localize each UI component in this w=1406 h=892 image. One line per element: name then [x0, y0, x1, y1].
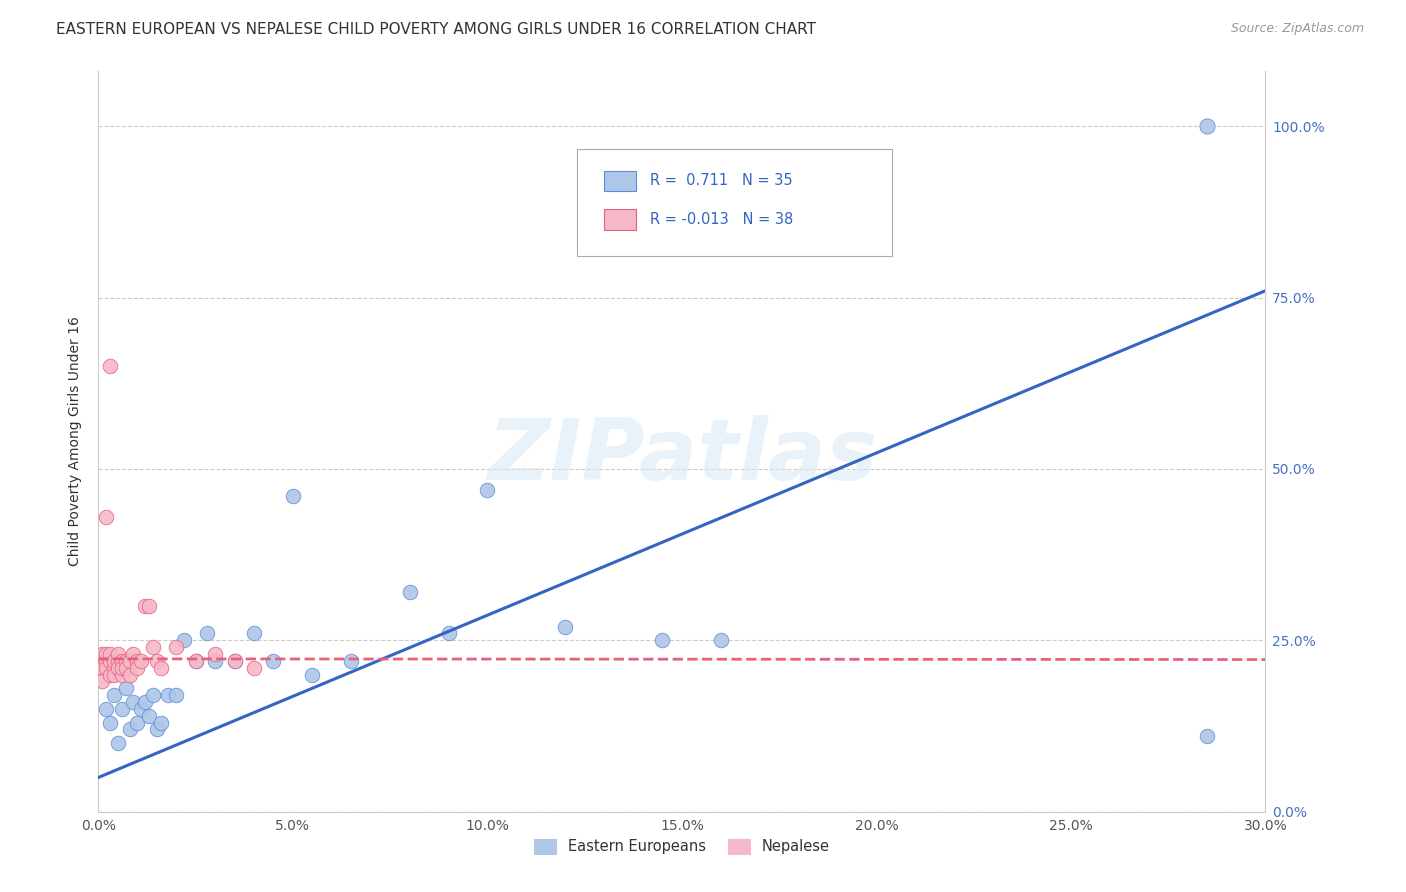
Point [243, 626, 266, 640]
Point [91, 647, 114, 661]
Point [114, 681, 136, 696]
Point [477, 483, 499, 497]
Point [204, 654, 226, 668]
Point [96, 702, 118, 716]
Point [103, 667, 125, 681]
Text: R = -0.013   N = 38: R = -0.013 N = 38 [651, 212, 793, 227]
Point [149, 715, 172, 730]
Point [243, 661, 266, 675]
Point [710, 633, 733, 648]
Point [107, 647, 129, 661]
Point [165, 640, 187, 655]
Point [96, 661, 118, 675]
Point [96, 510, 118, 524]
Point [204, 647, 226, 661]
Point [224, 654, 246, 668]
Point [146, 723, 169, 737]
Bar [603, 209, 637, 230]
Point [127, 715, 149, 730]
Point [165, 688, 187, 702]
Point [224, 654, 246, 668]
Point [114, 661, 136, 675]
Point [184, 654, 207, 668]
Point [138, 708, 160, 723]
Point [103, 661, 125, 675]
Point [195, 626, 218, 640]
Point [437, 626, 460, 640]
Point [111, 702, 134, 716]
Point [142, 688, 165, 702]
Text: EASTERN EUROPEAN VS NEPALESE CHILD POVERTY AMONG GIRLS UNDER 16 CORRELATION CHAR: EASTERN EUROPEAN VS NEPALESE CHILD POVER… [56, 22, 817, 37]
Bar [603, 170, 637, 191]
Point [301, 667, 323, 681]
Point [138, 599, 160, 613]
Point [107, 661, 129, 675]
Point [554, 619, 576, 633]
Point [91, 674, 114, 689]
Point [129, 654, 152, 668]
Point [122, 647, 145, 661]
Point [157, 688, 180, 702]
Point [98, 654, 121, 668]
Point [103, 654, 125, 668]
Point [134, 599, 156, 613]
Point [98, 715, 121, 730]
Point [1195, 119, 1218, 133]
Point [149, 661, 172, 675]
Point [96, 654, 118, 668]
Text: ZIPatlas: ZIPatlas [486, 415, 877, 498]
Point [111, 661, 134, 675]
Point [111, 654, 134, 668]
Point [118, 667, 141, 681]
Y-axis label: Child Poverty Among Girls Under 16: Child Poverty Among Girls Under 16 [69, 317, 83, 566]
Point [96, 647, 118, 661]
Point [98, 647, 121, 661]
Point [651, 633, 673, 648]
Point [262, 654, 284, 668]
Point [98, 359, 121, 373]
Text: Source: ZipAtlas.com: Source: ZipAtlas.com [1230, 22, 1364, 36]
Text: R =  0.711   N = 35: R = 0.711 N = 35 [651, 173, 793, 188]
Point [118, 723, 141, 737]
Legend: Eastern Europeans, Nepalese: Eastern Europeans, Nepalese [529, 833, 835, 860]
Point [129, 702, 152, 716]
Point [91, 661, 114, 675]
Point [98, 667, 121, 681]
Point [281, 489, 304, 503]
Point [184, 654, 207, 668]
Point [340, 654, 363, 668]
Point [103, 688, 125, 702]
Point [146, 654, 169, 668]
Point [114, 654, 136, 668]
FancyBboxPatch shape [576, 149, 891, 257]
Point [127, 654, 149, 668]
Point [107, 654, 129, 668]
Point [398, 585, 420, 599]
Point [107, 736, 129, 750]
Point [173, 633, 195, 648]
Point [127, 661, 149, 675]
Point [134, 695, 156, 709]
Point [111, 667, 134, 681]
Point [142, 640, 165, 655]
Point [1195, 729, 1218, 743]
Point [122, 695, 145, 709]
Point [118, 654, 141, 668]
